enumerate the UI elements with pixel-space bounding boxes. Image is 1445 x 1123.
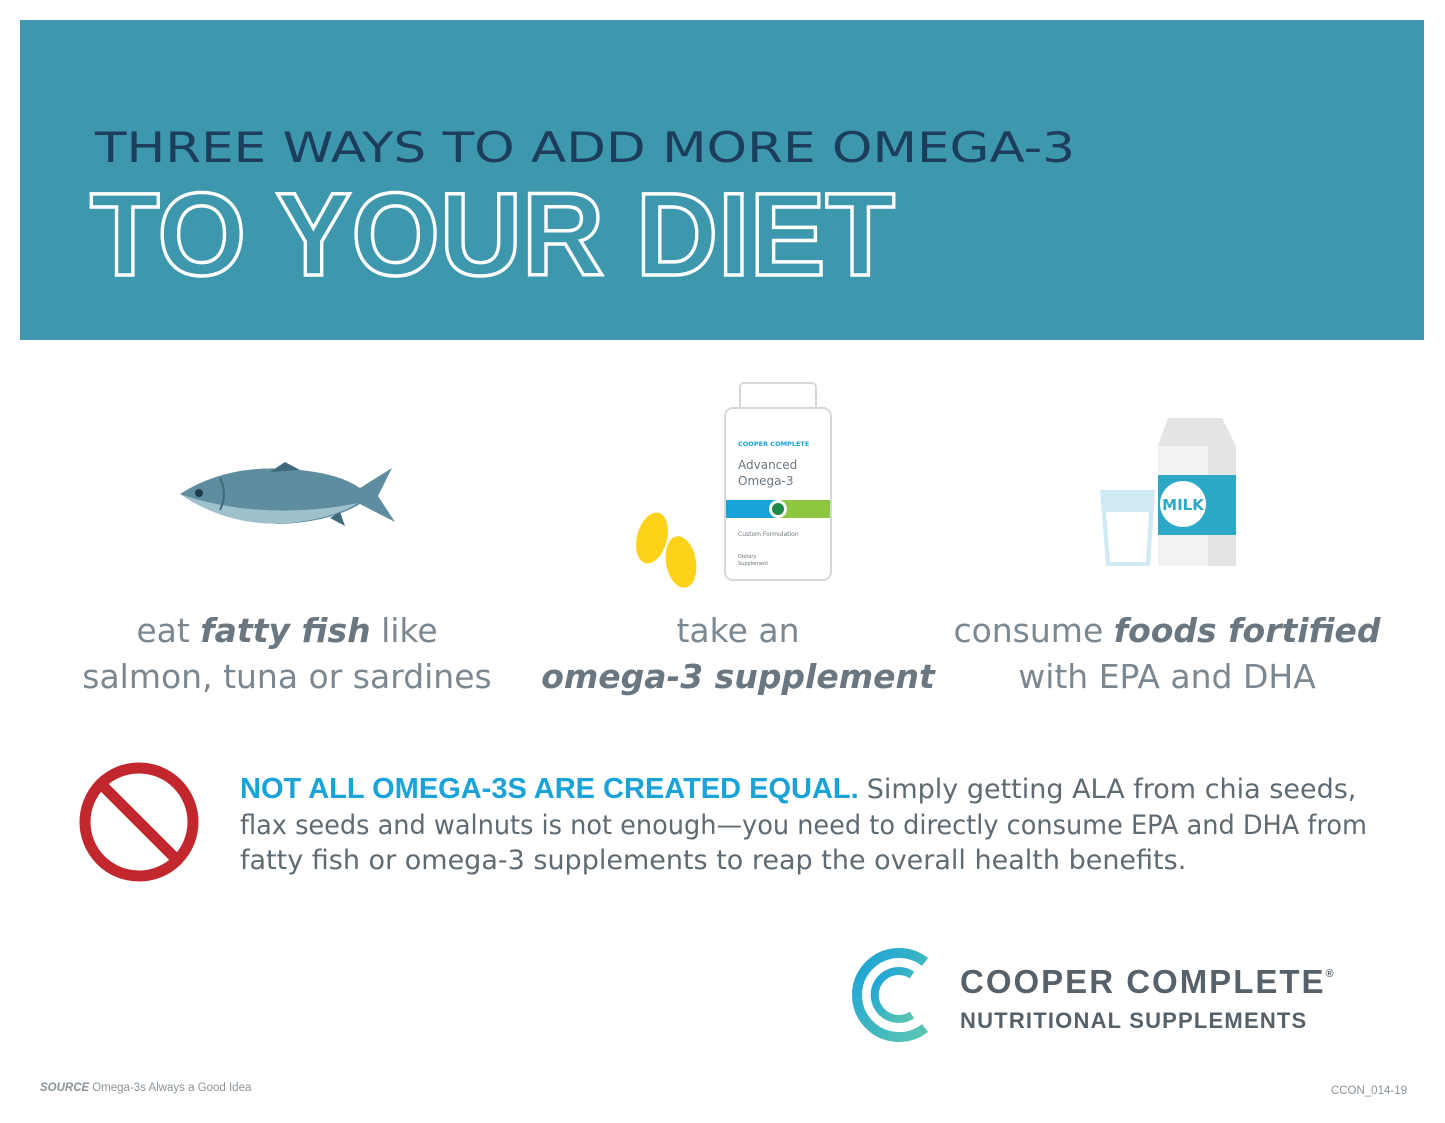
- fish-icon: [180, 462, 395, 526]
- bottle-kind: Supplement: [738, 561, 768, 567]
- notice-line: flax seeds and walnuts is not enough—you…: [240, 810, 1367, 841]
- header-title: TO YOUR DIET: [90, 169, 895, 301]
- way-caption: omega-3 supplement: [541, 657, 936, 696]
- source-text: Omega-3s Always a Good Idea: [92, 1082, 252, 1094]
- no-sign-icon: [79, 762, 199, 882]
- caption-text: consume: [953, 611, 1113, 650]
- notice-line: NOT ALL OMEGA-3S ARE CREATED EQUAL. Simpl…: [240, 773, 1356, 805]
- logo-name-text: COOPER COMPLETE: [960, 963, 1326, 1000]
- caption-emphasis: fatty fish: [200, 611, 370, 650]
- footer-code: CCON_014-19: [1331, 1085, 1407, 1097]
- footer-source: SOURCE Omega-3s Always a Good Idea: [40, 1082, 252, 1094]
- notice-lead: NOT ALL OMEGA-3S ARE CREATED EQUAL.: [240, 773, 859, 805]
- way-caption: with EPA and DHA: [1018, 657, 1316, 696]
- bottle-brand: COOPER COMPLETE: [738, 440, 809, 448]
- way-caption: salmon, tuna or sardines: [82, 657, 491, 696]
- way-caption: take an: [676, 611, 799, 650]
- caption-text: like: [371, 611, 438, 650]
- header-band: [20, 20, 1424, 340]
- logo-tagline: NUTRITIONAL SUPPLEMENTS: [960, 1008, 1307, 1033]
- notice-line: fatty fish or omega-3 supplements to rea…: [240, 845, 1186, 876]
- carton-label: MILK: [1162, 496, 1205, 514]
- logo-registered: ®: [1326, 968, 1336, 980]
- caption-text: eat: [136, 611, 200, 650]
- logo-mark: [852, 948, 929, 1042]
- bottle-icon: [724, 382, 832, 581]
- milk-icon: [1100, 418, 1236, 566]
- bottle-formula: Custom Formulation: [738, 531, 799, 538]
- notice-text: Simply getting ALA from chia seeds,: [867, 774, 1357, 805]
- bottle-product: Omega-3: [738, 474, 793, 488]
- caption-emphasis: foods fortified: [1114, 611, 1381, 650]
- way-caption: consume foods fortified: [953, 611, 1380, 650]
- bottle-product: Advanced: [738, 458, 797, 472]
- header-subtitle: THREE WAYS TO ADD MORE OMEGA-3: [94, 123, 1075, 172]
- capsules-icon: [636, 512, 697, 588]
- source-label: SOURCE: [40, 1082, 90, 1094]
- way-caption: eat fatty fish like: [136, 611, 437, 650]
- bottle-kind: Dietary: [738, 554, 756, 560]
- logo-name: COOPER COMPLETE®: [960, 963, 1336, 1000]
